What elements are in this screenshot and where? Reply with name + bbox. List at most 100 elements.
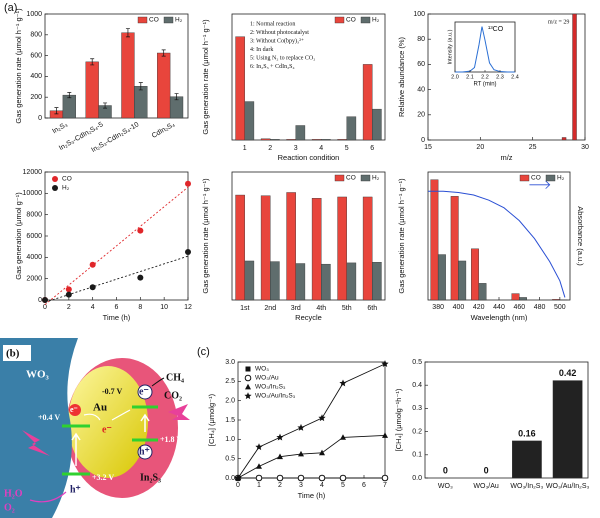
x-tick-label: 3rd [291,305,301,312]
wo3-slab [0,338,78,518]
inset-x-label: RT (min) [473,82,496,88]
x-tick-label: 420 [473,304,485,311]
y-tick-label: 0 [38,297,42,304]
x-axis-label: Wavelength (nm) [471,313,528,322]
y-tick-label: 1.0 [225,436,235,443]
bar [471,248,479,301]
point [89,261,96,268]
inset-x-tick-label: 2.2 [481,74,489,80]
y-tick-label: 0.1 [412,452,422,459]
electron-label: e⁻ [102,424,112,435]
x-axis-label: Recycle [295,313,322,322]
y-tick-label: 4000 [26,254,42,261]
error-bar [174,93,179,101]
legend-label: CO [346,17,356,24]
panel-label: (c) [197,346,210,358]
bar [85,61,99,119]
bar [286,192,296,301]
legend-swatch [360,174,371,182]
y-tick-label: 2.0 [225,398,235,405]
x-tick-label: 5 [341,482,345,489]
legend-label: CO [149,17,159,24]
error-bar [67,92,72,99]
bar [286,139,296,141]
x-tick-label: 6 [370,145,374,152]
bar [295,125,306,141]
point [185,249,191,255]
x-tick-label: 480 [534,304,546,311]
y-tick-label: 3.0 [225,359,235,366]
x-tick-label: 1st [240,305,249,312]
y2-axis-label: Absorbance (a.u.) [576,206,585,266]
bar [235,36,245,141]
x-tick-label: 0 [43,304,47,311]
bar [311,139,322,141]
point [65,286,72,293]
x-axis-label: Time (h) [298,491,326,500]
axis-arrow [529,180,551,189]
point [381,474,389,482]
point [297,423,305,431]
x-tick-label: 2 [268,145,272,152]
inset-line [455,26,515,73]
bar [430,179,439,301]
bar [437,254,446,301]
bar [512,440,542,479]
y-tick-label: 200 [30,94,42,101]
bar [244,101,255,141]
in2s3-label: In₂S₃ [140,472,161,483]
x-tick-label: WO₃/Au [473,483,499,490]
inset-frame [454,21,516,73]
point [318,474,326,482]
value-label: 0 [484,465,489,475]
hole-label: h⁺ [70,484,81,495]
x-tick-label: 5 [345,145,349,152]
legend-swatch [245,383,251,390]
x-tick-label: 2 [278,482,282,489]
point [277,453,283,460]
y-axis-label: Gas generation rate (μmol h⁻¹ g⁻¹) [201,178,210,294]
light [22,430,50,456]
x-axis-label: m/z [500,153,512,162]
x-tick-label: WO₃ [438,483,453,490]
bar [552,380,583,479]
legend-label: H₂ [372,175,380,182]
bar [362,64,373,141]
x-tick-label: 3 [294,145,298,152]
y-tick-label: 0.0 [225,475,235,482]
x-tick-label: 500 [554,304,566,311]
bar [572,13,577,141]
bar [372,108,382,141]
y-tick-label: 0 [421,137,425,144]
x-tick-label: 440 [493,304,505,311]
inset-label: ¹³CO [488,26,504,33]
legend-swatch [360,16,371,24]
y-tick-label: 8000 [26,212,42,219]
inset-y-label: Intensity (a.u.) [447,29,453,64]
reactant-label: H₂O [4,488,23,499]
bar [561,137,567,141]
x-tick-label: 3 [299,482,303,489]
error-bar [125,28,130,38]
x-tick-label: 380 [432,304,444,311]
x-tick-label: 20 [476,144,484,151]
level-label: +1.8 V [160,435,182,444]
y-tick-label: 0 [38,115,42,122]
electron-label: e⁻ [70,405,78,414]
level-label: -0.7 V [102,387,123,396]
value-label: 0.42 [559,368,577,378]
annotation: 2: Without photocatalyst [250,30,309,36]
electron-label: e⁻ [139,386,149,397]
point [276,433,284,441]
error-bar [161,49,166,57]
hole-label: h⁺ [139,446,150,457]
y-axis-label: Gas generation (μmol g⁻¹) [14,192,23,280]
point [185,180,191,187]
x-tick-label: 7 [383,482,387,489]
x-tick-label: 15 [424,144,432,151]
arrow [111,409,131,421]
arrow [151,377,165,387]
x-tick-label: WO₃/Au/In₂S₃ [546,483,590,490]
au-label: Au [93,402,107,414]
